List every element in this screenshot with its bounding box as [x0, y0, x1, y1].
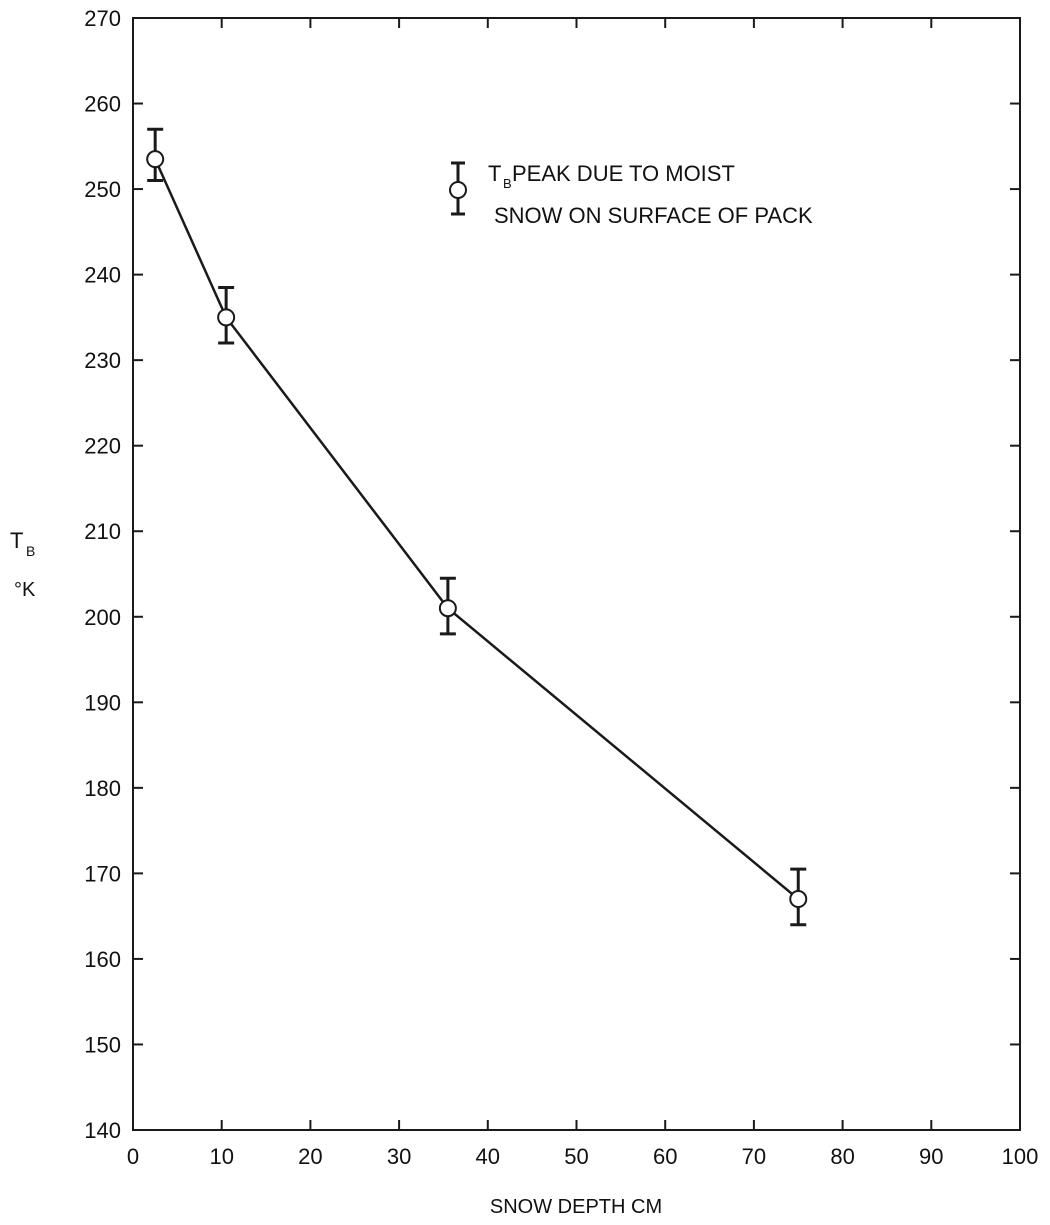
legend-line1-text: PEAK DUE TO MOIST — [512, 161, 735, 186]
y-axis-label-main: T — [10, 528, 23, 553]
data-point — [217, 308, 236, 327]
x-tick-label: 0 — [127, 1144, 139, 1169]
y-tick-label: 240 — [84, 263, 121, 288]
x-tick-label: 10 — [209, 1144, 233, 1169]
data-point — [146, 150, 165, 169]
x-tick-label: 100 — [1002, 1144, 1039, 1169]
series-layer — [146, 127, 808, 927]
y-axis-ticks: 140 150 160 170 180 190 200 210 220 230 240 250 260 2… — [84, 6, 1020, 1143]
x-tick-label: 40 — [476, 1144, 500, 1169]
x-tick-label: 80 — [830, 1144, 854, 1169]
y-tick-label: 260 — [84, 92, 121, 117]
y-tick-label: 210 — [84, 519, 121, 544]
y-tick-label: 160 — [84, 947, 121, 972]
x-tick-label: 50 — [564, 1144, 588, 1169]
y-tick-label: 150 — [84, 1032, 121, 1057]
y-tick-label: 200 — [84, 605, 121, 630]
x-tick-label: 30 — [387, 1144, 411, 1169]
y-tick-label: 190 — [84, 690, 121, 715]
y-tick-label: 250 — [84, 177, 121, 202]
x-tick-label: 20 — [298, 1144, 322, 1169]
y-axis-label-subscript: B — [26, 543, 35, 559]
x-tick-label: 60 — [653, 1144, 677, 1169]
legend-line2-text: SNOW ON SURFACE OF PACK — [494, 203, 813, 228]
y-tick-label: 140 — [84, 1118, 121, 1143]
y-tick-label: 170 — [84, 861, 121, 886]
x-axis-label: SNOW DEPTH CM — [490, 1196, 662, 1218]
x-axis-ticks: 0 10 20 30 40 50 60 70 80 90 100 — [127, 18, 1038, 1169]
y-tick-label: 230 — [84, 348, 121, 373]
legend: T B PEAK DUE TO MOIST SNOW ON SURFACE OF… — [449, 161, 813, 228]
x-tick-label: 70 — [742, 1144, 766, 1169]
y-tick-label: 220 — [84, 434, 121, 459]
y-tick-label: 270 — [84, 6, 121, 31]
y-axis-label-unit: °K — [14, 579, 36, 601]
series-line — [154, 158, 800, 901]
data-point — [789, 890, 808, 909]
legend-line1-subscript: B — [503, 176, 512, 191]
x-tick-label: 90 — [919, 1144, 943, 1169]
data-point — [438, 599, 457, 618]
legend-marker — [449, 181, 467, 199]
legend-line1-main: T — [488, 161, 501, 186]
y-tick-label: 180 — [84, 776, 121, 801]
